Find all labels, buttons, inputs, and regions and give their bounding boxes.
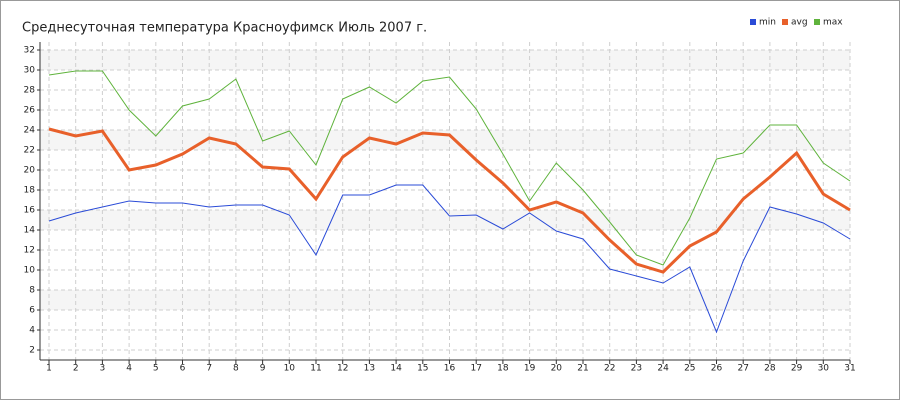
y-tick-label: 4 (29, 326, 35, 336)
x-tick-label: 5 (153, 364, 159, 374)
y-tick-label: 8 (29, 286, 35, 296)
x-tick-label: 1 (46, 364, 52, 374)
y-tick-label: 22 (24, 146, 35, 156)
x-tick-label: 6 (180, 364, 186, 374)
y-tick-label: 24 (24, 126, 36, 136)
y-tick-label: 30 (24, 66, 36, 76)
y-tick-label: 20 (24, 166, 36, 176)
x-tick-label: 9 (260, 364, 266, 374)
x-tick-label: 3 (100, 364, 106, 374)
x-tick-label: 13 (364, 364, 375, 374)
x-tick-label: 26 (711, 364, 723, 374)
x-tick-label: 22 (604, 364, 615, 374)
y-tick-label: 16 (24, 206, 36, 216)
y-tick-label: 10 (24, 266, 36, 276)
band (40, 50, 850, 70)
x-tick-label: 28 (764, 364, 776, 374)
y-tick-label: 28 (24, 86, 36, 96)
series-line (48, 184, 851, 334)
y-tick-label: 14 (24, 226, 36, 236)
band (40, 290, 850, 310)
y-tick-label: 6 (29, 306, 35, 316)
x-tick-label: 10 (284, 364, 296, 374)
x-tick-label: 21 (577, 364, 588, 374)
series-line (48, 127, 851, 274)
legend-label: min (759, 18, 776, 28)
x-tick-label: 17 (470, 364, 481, 374)
x-tick-label: 27 (737, 364, 748, 374)
x-tick-label: 16 (444, 364, 456, 374)
legend-swatch (750, 19, 756, 25)
x-tick-label: 14 (390, 364, 402, 374)
band (40, 130, 850, 150)
y-tick-label: 26 (24, 106, 36, 116)
x-tick-label: 30 (818, 364, 830, 374)
x-tick-label: 2 (73, 364, 79, 374)
band (40, 210, 850, 230)
legend-label: max (823, 18, 843, 28)
legend-label: avg (791, 18, 808, 28)
x-tick-label: 20 (551, 364, 563, 374)
x-tick-label: 19 (524, 364, 536, 374)
x-tick-label: 15 (417, 364, 428, 374)
x-tick-label: 12 (337, 364, 348, 374)
x-tick-label: 31 (844, 364, 855, 374)
x-tick-label: 4 (126, 364, 132, 374)
y-tick-label: 18 (24, 186, 36, 196)
y-tick-label: 2 (29, 346, 35, 356)
x-tick-label: 8 (233, 364, 239, 374)
x-tick-label: 18 (497, 364, 509, 374)
x-tick-label: 23 (631, 364, 642, 374)
legend-swatch (782, 19, 788, 25)
y-tick-label: 12 (24, 246, 35, 256)
x-tick-label: 25 (684, 364, 695, 374)
x-tick-label: 24 (657, 364, 669, 374)
y-tick-label: 32 (24, 46, 35, 56)
x-tick-label: 29 (791, 364, 803, 374)
chart-title: Среднесуточная температура Красноуфимск … (22, 21, 427, 36)
x-tick-label: 11 (310, 364, 321, 374)
legend-swatch (814, 19, 820, 25)
x-tick-label: 7 (206, 364, 212, 374)
series-line (48, 70, 851, 266)
